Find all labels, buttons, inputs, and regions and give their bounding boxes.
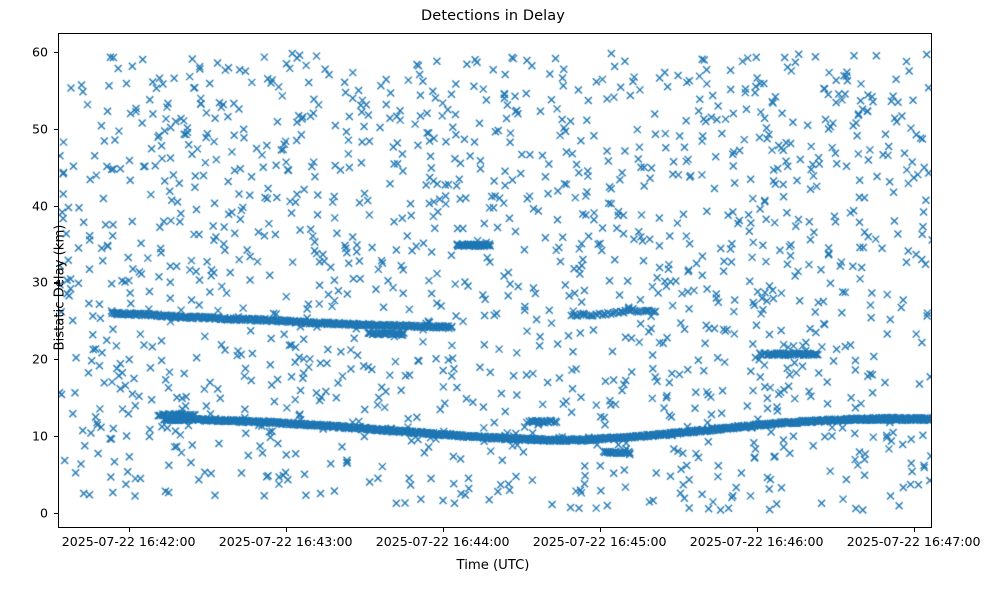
y-tick-label: 0 [39, 505, 48, 521]
x-axis-label: Time (UTC) [456, 558, 530, 573]
y-tick-label: 40 [31, 198, 48, 214]
y-tick-mark [54, 435, 58, 437]
y-tick-mark [54, 128, 58, 131]
y-tick-label: 10 [31, 428, 48, 444]
x-tick-mark [599, 528, 601, 532]
y-tick-label: 20 [31, 351, 48, 367]
y-tick-label: 60 [31, 44, 48, 60]
y-axis-label: Bistatic Delay (km) [52, 224, 68, 351]
y-tick-mark [54, 205, 58, 207]
x-tick-mark [128, 528, 130, 532]
x-tick-mark [442, 528, 444, 532]
y-tick-mark [54, 359, 58, 361]
y-tick-label: 50 [31, 121, 48, 137]
x-tick-label: 2025-07-22 16:43:00 [218, 534, 353, 549]
scatter-plot-canvas [59, 34, 931, 527]
x-tick-label: 2025-07-22 16:47:00 [846, 534, 981, 549]
y-tick-label: 30 [31, 274, 48, 290]
y-tick-mark [54, 52, 58, 54]
x-tick-mark [285, 528, 287, 532]
x-tick-label: 2025-07-22 16:42:00 [61, 534, 196, 549]
x-tick-mark [913, 528, 915, 532]
page-title: Detections in Delay [421, 8, 565, 24]
plot-axes [58, 33, 932, 528]
x-tick-label: 2025-07-22 16:44:00 [375, 534, 510, 549]
x-tick-label: 2025-07-22 16:45:00 [532, 534, 667, 549]
x-tick-label: 2025-07-22 16:46:00 [689, 534, 824, 549]
x-tick-mark [756, 528, 758, 532]
y-tick-mark [54, 512, 58, 514]
y-tick-mark [54, 282, 58, 284]
